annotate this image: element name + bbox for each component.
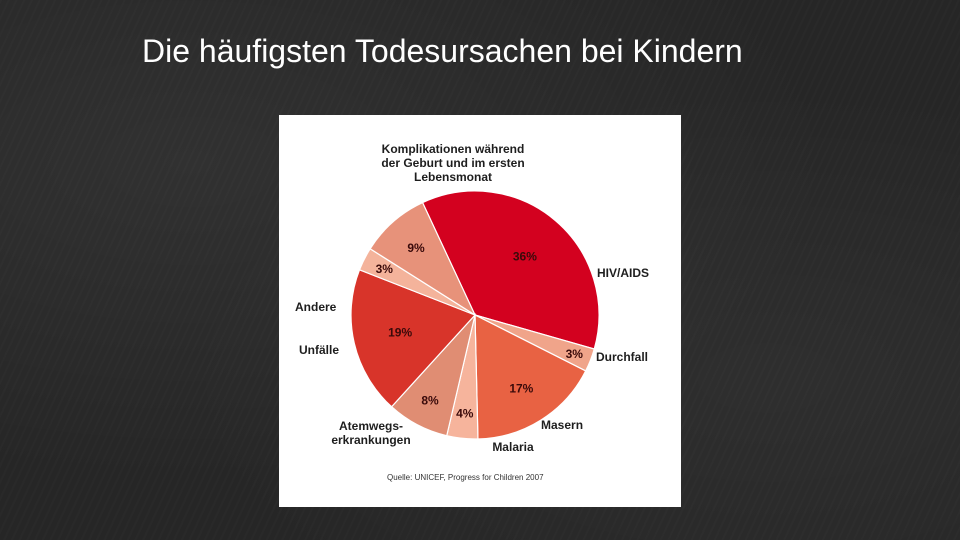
pie-value-label-komplikationen-während-der-geburt-und-im-ersten-lebensmonat: 36% [513, 250, 537, 264]
pie-category-labels: Komplikationen während der Geburt und im … [295, 142, 649, 454]
pie-category-label-masern: Masern [541, 418, 583, 432]
pie-category-label-line: Unfälle [299, 343, 339, 357]
pie-category-label-atemwegserkrankungen: Atemwegs-erkrankungen [331, 419, 410, 447]
pie-slices [350, 190, 600, 440]
chart-source-note: Quelle: UNICEF, Progress for Children 20… [387, 473, 544, 482]
pie-value-label-hiv-aids: 3% [566, 347, 584, 361]
pie-category-label-andere: Andere [295, 300, 337, 314]
pie-category-label-line: Lebensmonat [414, 170, 492, 184]
pie-value-label-masern: 4% [456, 407, 474, 421]
pie-chart: 36% 3% 17% 4% 8% 19% 3% 9% Komplikationen währe… [295, 142, 649, 482]
pie-slice-durchfall [474, 314, 587, 440]
pie-category-label-komplikationen-während-der-geburt-und-im-ersten-lebensmonat: Komplikationen während der Geburt und im … [381, 142, 524, 184]
pie-category-label-line: Atemwegs- [339, 419, 403, 433]
pie-value-label-atemwegserkrankungen: 19% [388, 326, 412, 340]
pie-category-label-line: Durchfall [596, 350, 648, 364]
pie-category-label-line: erkrankungen [331, 433, 410, 447]
pie-value-labels: 36% 3% 17% 4% 8% 19% 3% 9% [376, 241, 584, 421]
pie-slice-komplikationen-während-der-geburt-und-im-ersten-lebensmonat [421, 190, 600, 350]
pie-category-label-line: Malaria [492, 440, 534, 454]
pie-category-label-line: Masern [541, 418, 583, 432]
pie-category-label-line: HIV/AIDS [597, 266, 649, 280]
pie-category-label-hiv-aids: HIV/AIDS [597, 266, 649, 280]
pie-category-label-durchfall: Durchfall [596, 350, 648, 364]
pie-category-label-line: Andere [295, 300, 337, 314]
pie-value-label-unfälle: 3% [376, 262, 394, 276]
pie-value-label-andere: 9% [407, 241, 425, 255]
pie-value-label-durchfall: 17% [509, 381, 533, 395]
pie-slice-atemwegserkrankungen [350, 269, 477, 408]
pie-chart-panel: 36% 3% 17% 4% 8% 19% 3% 9% Komplikationen währe… [279, 115, 681, 507]
pie-value-label-malaria: 8% [421, 394, 439, 408]
pie-category-label-unfälle: Unfälle [299, 343, 339, 357]
pie-category-label-line: Komplikationen während [382, 142, 525, 156]
pie-category-label-malaria: Malaria [492, 440, 534, 454]
slide-title: Die häufigsten Todesursachen bei Kindern [142, 33, 743, 69]
pie-slice-andere [369, 201, 477, 317]
pie-category-label-line: der Geburt und im ersten [381, 156, 524, 170]
